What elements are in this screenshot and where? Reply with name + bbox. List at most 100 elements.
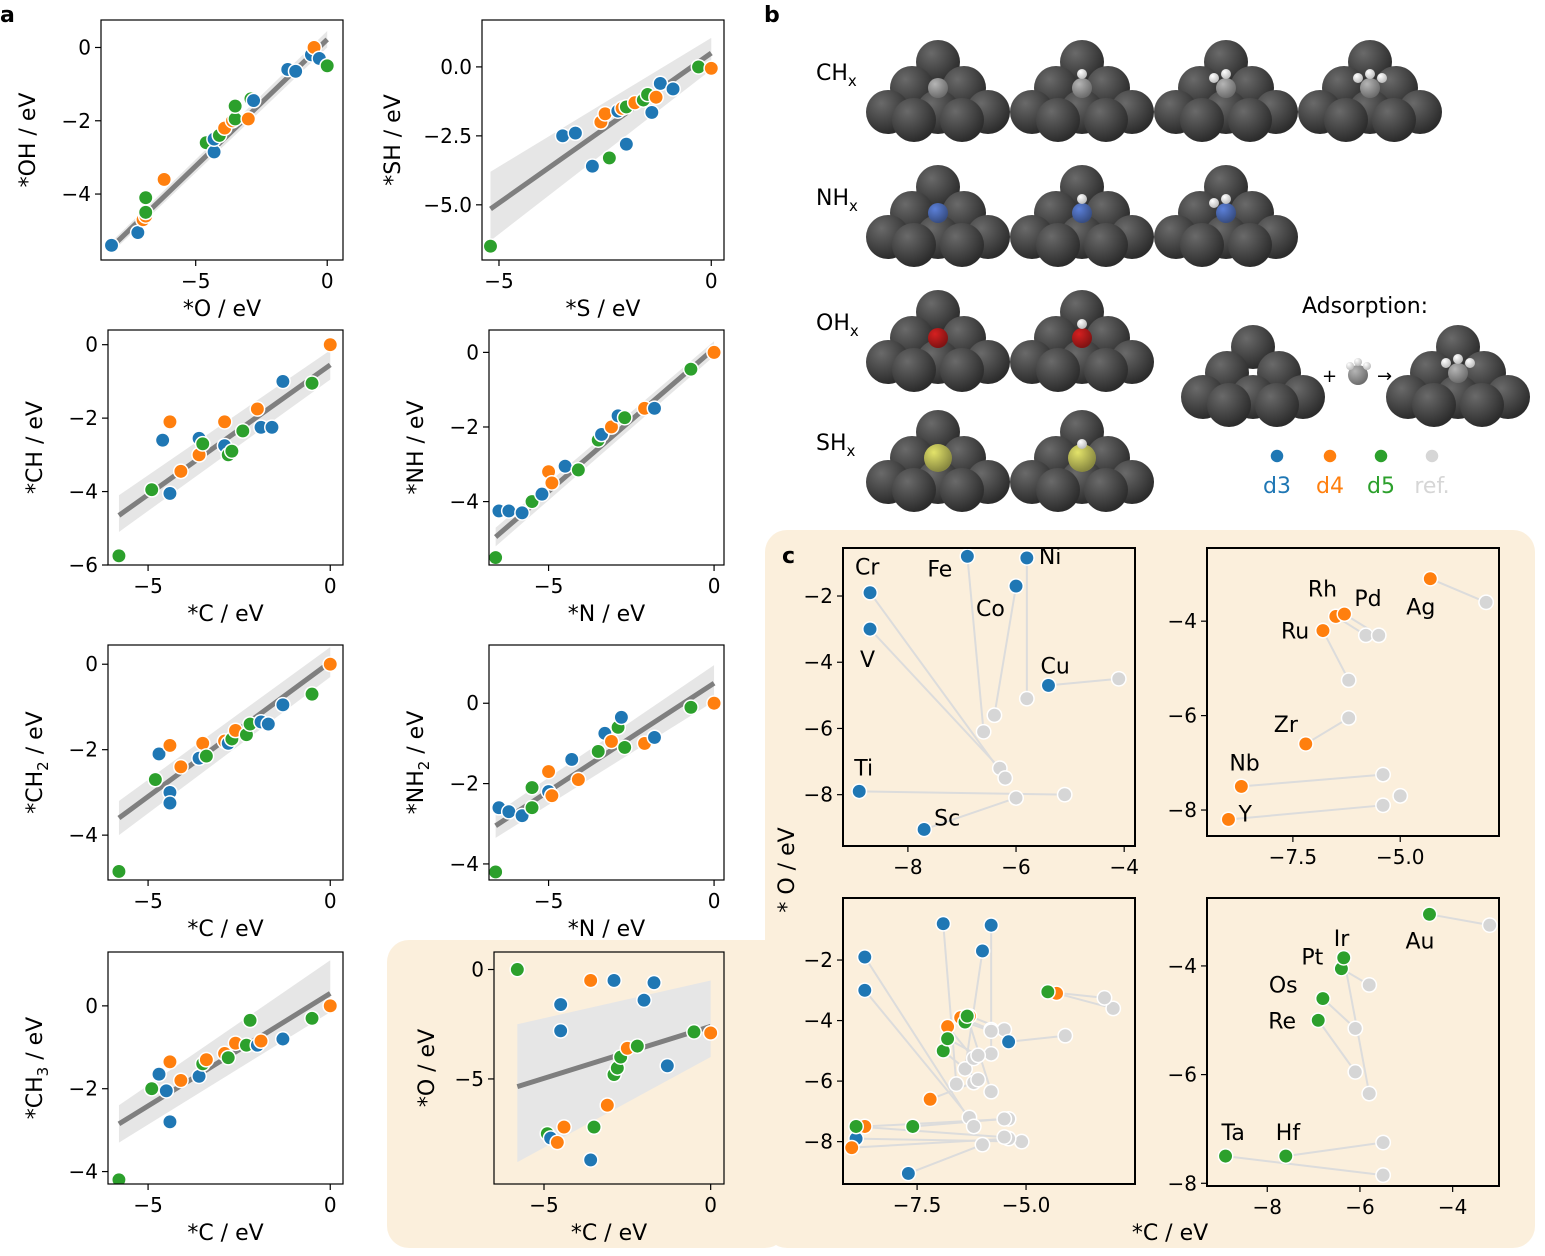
x-tick-label: −5 [133,574,162,598]
x-axis-label: *S / eV [566,297,641,322]
x-axis-label: *N / eV [568,917,645,942]
y-tick-label: 0 [471,958,484,982]
hydrogen-atom [1077,319,1087,329]
metal-atom [1084,223,1128,267]
y-tick-label: −2 [69,738,98,762]
data-point-d4 [161,413,178,430]
element-label: Rh [1308,577,1337,602]
reference-point [1340,672,1357,689]
data-point-d4 [1314,622,1331,639]
data-point-d4 [543,787,560,804]
reference-point [970,1071,987,1088]
data-point-d4 [253,1033,269,1050]
x-tick-label: 0 [704,1193,717,1217]
data-point-d5 [509,961,526,978]
adsorbate-atom [1072,328,1092,348]
x-tick-label: −6 [1345,1195,1374,1219]
element-label: Y [1237,802,1252,827]
reference-point [948,1076,965,1093]
hydrogen-atom [1077,194,1087,204]
y-tick-label: 0 [85,994,98,1018]
y-tick-label: 0.0 [440,55,472,79]
axes-frame [488,329,725,566]
element-label: Pt [1301,946,1323,971]
data-point-d5 [601,149,618,166]
metal-atom [892,348,936,392]
data-point-d4 [322,336,339,353]
hydrogen-atom [1377,73,1387,83]
x-tick-label: −5 [181,269,210,293]
x-axis-label: *C / eV [187,602,263,627]
data-point-d4 [549,1134,566,1151]
connector-line [1322,630,1350,681]
data-point-d5 [939,1030,956,1047]
data-point-d3 [916,821,933,838]
data-point-d4 [156,171,173,188]
plot-area-c_all [843,915,1122,1182]
y-tick-label: −5 [455,1067,484,1091]
axes-frame [493,951,725,1185]
data-point-d4 [322,656,339,673]
legend-label: d3 [1263,474,1291,499]
element-label: Au [1405,929,1434,954]
data-point-d3 [1000,1033,1017,1050]
hydrogen-atom [1441,358,1451,368]
metal-atom [1180,98,1224,142]
x-tick-label: 0 [324,1193,337,1217]
x-tick-label: −4 [1438,1195,1467,1219]
adsorbate-atom [924,444,952,472]
y-tick-label: 0 [85,333,98,357]
data-point-d4 [706,344,723,361]
reference-point [997,770,1014,787]
y-tick-label: −4 [804,650,833,674]
x-tick-label: −5 [133,1193,162,1217]
x-tick-label: −7.5 [1269,845,1318,869]
data-point-d3 [514,504,531,521]
data-point-d4 [249,400,266,417]
connector-line [1056,992,1114,1010]
data-point-d3 [103,237,120,254]
connector-line [1008,1034,1066,1043]
legend-label: d5 [1367,474,1395,499]
data-point-d3 [274,373,291,390]
x-tick-label: −5 [534,574,563,598]
x-axis-label: *O / eV [183,297,261,322]
element-label: Ag [1406,596,1435,621]
adsorbate-atom [928,328,948,348]
element-label: Fe [927,557,952,582]
data-point-d3 [554,127,571,144]
data-point-d3 [665,81,682,97]
data-point-d5 [223,443,240,460]
data-point-d5 [616,739,633,756]
data-point-d5 [220,1049,237,1066]
data-point-d4 [556,1119,572,1136]
plot-area-O_C [509,961,719,1168]
x-tick-label: −8 [1253,1195,1282,1219]
data-point-d3 [1008,578,1024,595]
metal-atom [892,98,936,142]
data-point-d5 [110,863,127,880]
plot-area-OH_O [103,30,336,254]
adsorbate-atom [1360,78,1380,98]
structure-1-1 [1010,165,1154,267]
reference-point [1340,710,1357,726]
y-axis-label: *CH / eV [23,401,48,494]
x-tick-label: −5 [133,889,162,913]
data-point-d3 [158,1082,175,1099]
reference-point [1347,1020,1364,1037]
regression-line [489,51,713,212]
x-tick-label: −6 [1001,855,1030,879]
hydrogen-atom [1077,69,1087,79]
data-point-d5 [682,699,699,716]
chart-NH_N: −5 0 −4 −2 0 *N / eV *NH / eV [404,329,725,627]
axes-frame [107,644,344,881]
panel-label-a: a [0,3,15,28]
element-label: Cr [855,556,880,581]
data-point-d3 [959,548,976,565]
element-label: Zr [1274,713,1299,738]
hydrogen-atom [1221,194,1231,204]
x-axis-label: *C / eV [187,917,263,942]
plot-area-CH_C [110,336,339,564]
axes-frame [481,19,725,261]
y-tick-label: −8 [804,1130,833,1154]
